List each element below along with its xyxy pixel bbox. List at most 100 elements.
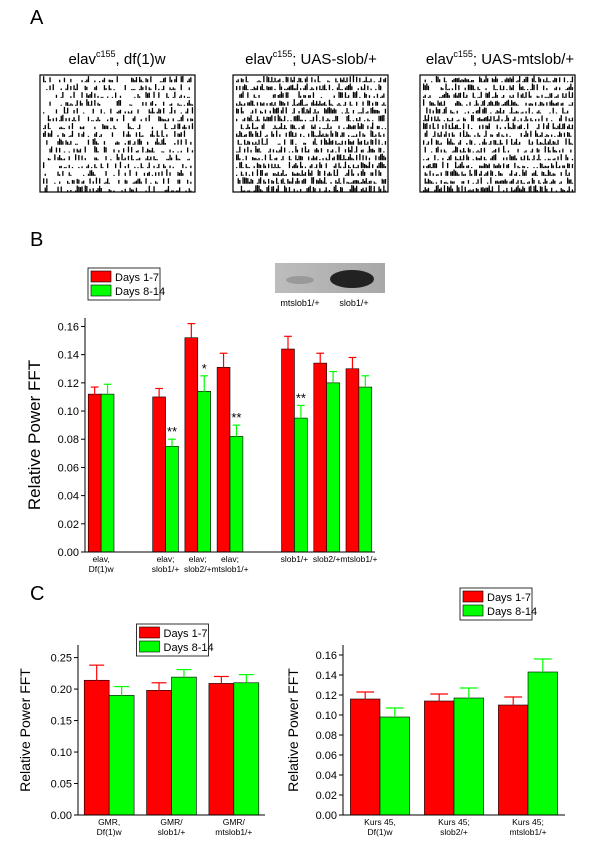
actogram-row xyxy=(43,161,192,169)
x-tick-label: Df(1)w xyxy=(367,827,393,837)
actogram-row xyxy=(424,130,572,137)
actogram-row xyxy=(424,145,572,153)
legend-label: Days 8-14 xyxy=(487,606,537,618)
x-tick-label: Df(1)w xyxy=(97,827,123,837)
significance-label: * xyxy=(202,361,207,376)
actogram-row xyxy=(424,169,570,176)
x-tick-label: slob1/+ xyxy=(158,827,186,837)
error-bar xyxy=(90,386,99,395)
error-bar xyxy=(297,404,305,419)
y-axis-label: Relative Power FFT xyxy=(285,668,301,792)
actogram-title: elavc155; UAS-slob/+ xyxy=(245,49,377,68)
y-tick-label: 0.00 xyxy=(51,810,72,822)
bar xyxy=(527,671,558,816)
actogram-row xyxy=(423,91,574,98)
x-tick-label: mtslob1/+ xyxy=(509,827,546,837)
y-tick-label: 0.12 xyxy=(316,690,337,702)
error-bar xyxy=(187,323,196,338)
legend-label: Days 1-7 xyxy=(487,592,531,604)
actogram-row xyxy=(236,83,382,91)
error-bar xyxy=(232,424,241,437)
x-tick-label: GMR/ xyxy=(160,817,183,827)
legend-label: Days 8-14 xyxy=(164,642,214,654)
actogram-row xyxy=(236,75,387,83)
x-tick-label: Kurs 45, xyxy=(364,817,396,827)
bar xyxy=(216,367,231,553)
error-bar xyxy=(176,668,192,678)
actogram-row xyxy=(43,130,186,137)
bar xyxy=(152,396,166,553)
actogram-row xyxy=(49,146,194,153)
legend-swatch xyxy=(139,626,160,639)
error-bar xyxy=(348,356,357,369)
x-tick-label: mtslob1/+ xyxy=(211,564,248,574)
y-tick-label: 0.10 xyxy=(316,710,337,722)
error-bar xyxy=(238,673,254,683)
y-tick-label: 0.00 xyxy=(316,810,337,822)
error-bar xyxy=(385,707,404,717)
error-bar xyxy=(356,691,375,699)
legend-swatch xyxy=(462,590,484,603)
error-bar xyxy=(361,375,370,388)
bar xyxy=(350,698,381,816)
y-tick-label: 0.16 xyxy=(58,321,79,333)
y-tick-label: 0.06 xyxy=(316,750,337,762)
actogram-row xyxy=(43,122,194,130)
error-bar xyxy=(103,383,112,395)
panel-label: B xyxy=(30,229,43,251)
panel-label: A xyxy=(30,7,44,29)
x-tick-label: Kurs 45; xyxy=(512,817,544,827)
significance-label: ** xyxy=(296,390,306,405)
bar xyxy=(424,700,455,816)
actogram-row xyxy=(423,161,574,169)
y-tick-label: 0.08 xyxy=(316,730,337,742)
actogram-row xyxy=(236,153,387,161)
legend-label: Days 1-7 xyxy=(115,272,159,284)
y-tick-label: 0.14 xyxy=(316,670,337,682)
actogram-row xyxy=(423,185,574,192)
y-tick-label: 0.04 xyxy=(316,770,337,782)
bar xyxy=(345,368,360,553)
actogram-row xyxy=(240,185,387,192)
y-axis-label: Relative Power FFT xyxy=(17,668,33,792)
actogram-row xyxy=(236,130,385,137)
bar xyxy=(171,676,197,816)
error-bar xyxy=(284,335,292,350)
legend-swatch xyxy=(90,284,112,297)
error-bar xyxy=(155,387,163,397)
legend-label: Days 8-14 xyxy=(115,286,165,298)
bar xyxy=(208,683,235,816)
y-tick-label: 0.25 xyxy=(51,653,72,665)
actogram-row xyxy=(47,114,194,122)
legend-swatch xyxy=(139,640,160,653)
actogram-row xyxy=(240,122,387,130)
actogram-row xyxy=(423,154,574,161)
error-bar xyxy=(168,438,176,447)
bar xyxy=(326,382,340,553)
actogram-row xyxy=(426,106,569,114)
x-tick-label: Kurs 45; xyxy=(438,817,470,827)
actogram-row xyxy=(423,138,574,145)
legend-swatch xyxy=(462,604,484,617)
bar xyxy=(108,695,135,816)
actogram-row xyxy=(43,75,192,83)
actogram-frame xyxy=(419,74,576,193)
actogram-row xyxy=(236,169,382,176)
actogram-row xyxy=(424,75,574,83)
error-bar xyxy=(533,658,552,672)
actogram-row xyxy=(424,177,574,184)
actogram-row xyxy=(236,107,387,114)
bar xyxy=(313,362,327,553)
actogram-frame xyxy=(39,74,196,193)
actogram-row xyxy=(44,184,192,192)
bar xyxy=(453,697,484,816)
legend: Days 1-7 Days 8-14 xyxy=(136,623,214,657)
error-bar xyxy=(316,352,325,364)
y-tick-label: 0.16 xyxy=(316,650,337,662)
legend-label: Days 1-7 xyxy=(164,628,208,640)
error-bar xyxy=(504,696,523,705)
y-tick-label: 0.06 xyxy=(58,462,79,474)
error-bar xyxy=(329,370,337,383)
bar xyxy=(146,690,172,816)
